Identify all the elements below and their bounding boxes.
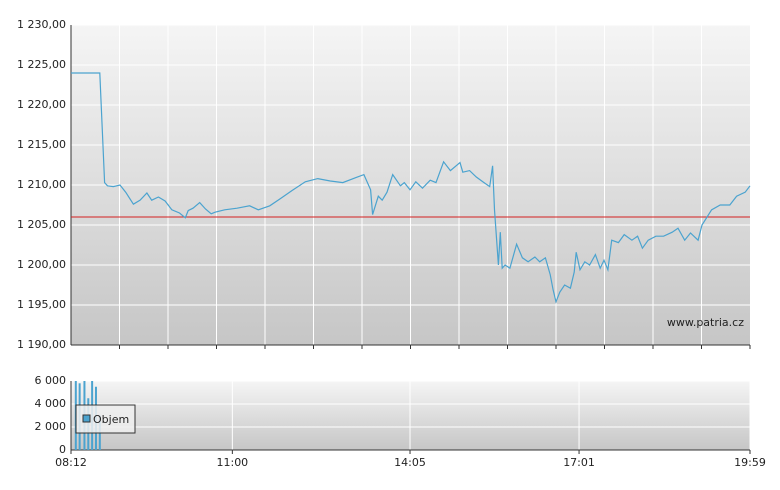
x-tick-label: 08:12 xyxy=(55,456,87,469)
x-tick-label: 11:00 xyxy=(216,456,248,469)
x-tick-label: 17:01 xyxy=(563,456,595,469)
y-tick-label: 1 210,00 xyxy=(17,178,66,191)
y-tick-label: 6 000 xyxy=(35,374,67,387)
y-tick-label: 2 000 xyxy=(35,420,67,433)
x-tick-label: 14:05 xyxy=(394,456,426,469)
watermark: www.patria.cz xyxy=(667,316,744,329)
legend-label: Objem xyxy=(93,413,129,426)
price-line xyxy=(71,72,751,304)
y-tick-label: 0 xyxy=(59,443,66,456)
y-tick-label: 1 220,00 xyxy=(17,98,66,111)
y-tick-label: 1 195,00 xyxy=(17,298,66,311)
y-tick-label: 1 215,00 xyxy=(17,138,66,151)
y-tick-label: 1 190,00 xyxy=(17,338,66,351)
y-tick-label: 4 000 xyxy=(35,397,67,410)
y-tick-label: 1 230,00 xyxy=(17,18,66,31)
y-tick-label: 1 205,00 xyxy=(17,218,66,231)
y-tick-label: 1 200,00 xyxy=(17,258,66,271)
y-tick-label: 1 225,00 xyxy=(17,58,66,71)
x-tick-label: 19:59 xyxy=(734,456,766,469)
legend-swatch xyxy=(82,414,91,423)
